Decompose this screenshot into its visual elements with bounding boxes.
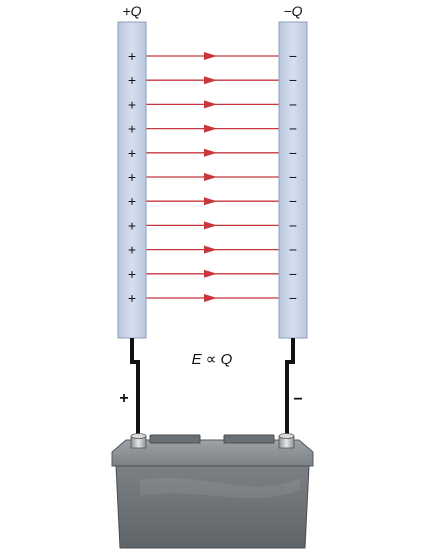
left-plate-charge-label: +Q bbox=[122, 3, 141, 19]
negative-charge-symbol: − bbox=[289, 193, 297, 209]
right-plate-charge-label: −Q bbox=[283, 3, 302, 19]
field-arrow-head bbox=[204, 245, 217, 254]
battery-body bbox=[115, 465, 310, 549]
positive-wire bbox=[130, 338, 140, 438]
positive-plate-symbols: + + + + + + + + + + + bbox=[128, 48, 136, 306]
battery bbox=[111, 433, 314, 549]
positive-charge-symbol: + bbox=[128, 145, 136, 161]
field-arrow-head bbox=[204, 269, 217, 278]
battery-sheen bbox=[140, 477, 300, 499]
negative-charge-symbol: − bbox=[289, 242, 297, 258]
negative-charge-symbol: − bbox=[289, 290, 297, 306]
battery-slot-right bbox=[223, 434, 275, 444]
field-arrow-head bbox=[204, 148, 217, 157]
field-arrow-head bbox=[204, 294, 217, 302]
positive-charge-symbol: + bbox=[128, 193, 136, 209]
negative-plate-symbols: − − − − − − − − − − − bbox=[289, 48, 297, 306]
positive-charge-symbol: + bbox=[128, 217, 136, 233]
battery-negative-terminal bbox=[278, 433, 295, 449]
field-arrow-head bbox=[204, 124, 217, 133]
negative-charge-symbol: − bbox=[289, 72, 297, 88]
positive-charge-symbol: + bbox=[128, 266, 136, 282]
field-arrow-head bbox=[204, 100, 217, 109]
field-arrow-head bbox=[204, 221, 217, 230]
negative-charge-symbol: − bbox=[289, 96, 297, 112]
field-charge-relation: E ∝ Q bbox=[192, 351, 233, 368]
positive-charge-symbol: + bbox=[128, 242, 136, 258]
field-arrow-head bbox=[204, 76, 217, 85]
field-arrow-head bbox=[204, 173, 217, 181]
field-arrow-head bbox=[204, 197, 217, 206]
negative-charge-symbol: − bbox=[289, 266, 297, 282]
field-arrow-head bbox=[204, 52, 217, 60]
negative-charge-symbol: − bbox=[289, 48, 297, 64]
positive-charge-symbol: + bbox=[128, 121, 136, 137]
positive-charge-symbol: + bbox=[128, 96, 136, 112]
battery-slot-left bbox=[149, 434, 201, 444]
positive-charge-symbol: + bbox=[128, 48, 136, 64]
battery-top bbox=[111, 439, 314, 467]
positive-charge-symbol: + bbox=[128, 72, 136, 88]
field-lines bbox=[146, 52, 279, 302]
negative-charge-symbol: − bbox=[289, 217, 297, 233]
battery-negative-label: − bbox=[293, 391, 302, 408]
positive-charge-symbol: + bbox=[128, 169, 136, 185]
battery-positive-label: + bbox=[119, 390, 128, 407]
negative-charge-symbol: − bbox=[289, 169, 297, 185]
negative-wire bbox=[285, 338, 295, 438]
negative-charge-symbol: − bbox=[289, 145, 297, 161]
positive-plate bbox=[117, 21, 147, 339]
positive-charge-symbol: + bbox=[128, 290, 136, 306]
negative-plate bbox=[278, 21, 308, 339]
negative-charge-symbol: − bbox=[289, 121, 297, 137]
battery-positive-terminal bbox=[130, 433, 147, 449]
